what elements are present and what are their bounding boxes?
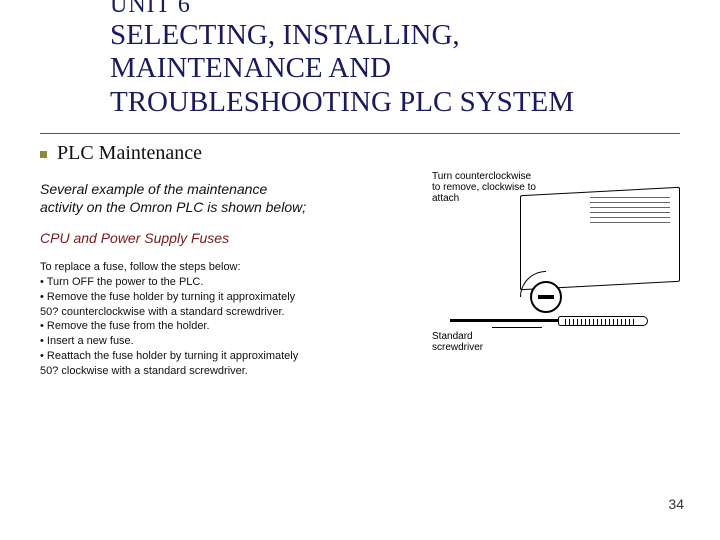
callout-screwdriver-leader-icon <box>492 327 542 328</box>
intro-text: Several example of the maintenance activ… <box>40 181 430 216</box>
callout-top-2: to remove, clockwise to <box>432 182 536 193</box>
title-line-1: SELECTING, INSTALLING, <box>110 19 460 51</box>
bullet-square-icon <box>40 151 47 158</box>
plc-vents-icon <box>590 197 670 227</box>
section-heading-text: PLC Maintenance <box>57 142 202 164</box>
section-heading: PLC Maintenance <box>40 142 680 165</box>
text-column: Several example of the maintenance activ… <box>40 181 430 379</box>
callout-bottom-1: Standard <box>432 331 473 342</box>
page-number: 34 <box>668 496 684 512</box>
title-line-3: TROUBLESHOOTING PLC SYSTEM <box>110 86 574 118</box>
fuse-slot-icon <box>538 295 554 299</box>
subheading: CPU and Power Supply Fuses <box>40 230 430 246</box>
callout-top-3: attach <box>432 193 459 204</box>
callout-screwdriver: Standard screwdriver <box>432 331 512 353</box>
title-line-2: MAINTENANCE AND <box>110 52 391 84</box>
step-4: • Insert a new fuse. <box>40 335 134 347</box>
steps-intro: To replace a fuse, follow the steps belo… <box>40 261 241 273</box>
step-5b: 50? clockwise with a standard screwdrive… <box>40 365 248 377</box>
slide-title: SELECTING, INSTALLING, MAINTENANCE AND T… <box>110 19 670 119</box>
fuse-holder-icon <box>530 281 562 313</box>
content-row: Several example of the maintenance activ… <box>40 181 680 379</box>
steps-text: To replace a fuse, follow the steps belo… <box>40 260 380 379</box>
unit-label: UNIT 6 <box>110 0 680 19</box>
step-2b: 50? counterclockwise with a standard scr… <box>40 306 285 318</box>
step-3: • Remove the fuse from the holder. <box>40 320 210 332</box>
step-1: • Turn OFF the power to the PLC. <box>40 276 203 288</box>
step-5a: • Reattach the fuse holder by turning it… <box>40 350 298 362</box>
screwdriver-icon <box>450 316 650 326</box>
intro-line-2: activity on the Omron PLC is shown below… <box>40 199 306 215</box>
callout-top-1: Turn counterclockwise <box>432 171 531 182</box>
intro-line-1: Several example of the maintenance <box>40 181 267 197</box>
plc-figure: Turn counterclockwise to remove, clockwi… <box>440 171 680 361</box>
callout-bottom-2: screwdriver <box>432 342 483 353</box>
figure-column: Turn counterclockwise to remove, clockwi… <box>440 171 680 361</box>
step-2a: • Remove the fuse holder by turning it a… <box>40 291 295 303</box>
title-underline <box>40 133 680 134</box>
